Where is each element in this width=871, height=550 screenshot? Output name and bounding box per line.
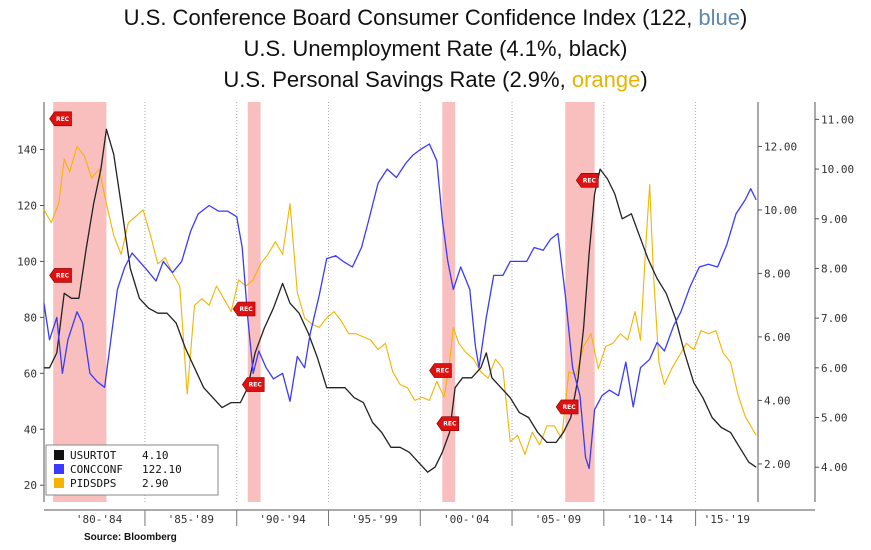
right-tick-label-2: 6.00 (821, 362, 848, 375)
title-line-3: U.S. Personal Savings Rate (2.9%, orange… (0, 64, 871, 95)
chart-title: U.S. Conference Board Consumer Confidenc… (0, 2, 871, 95)
x-tick-label-0: '80-'84 (76, 513, 123, 526)
legend: USURTOT 4.10 CONCCONF 122.10 PIDSDPS 2.90 (45, 444, 219, 496)
rec-marker-3: REC (232, 301, 256, 317)
rec-marker-shape-5 (429, 363, 452, 378)
savings-tick-label-0: 2.00 (764, 458, 791, 471)
legend-name-pidsdps: PIDSDPS (70, 477, 116, 490)
right-tick-label-0: 4.00 (821, 461, 848, 474)
legend-box (45, 444, 219, 496)
rec-marker-shape-4 (241, 377, 265, 392)
legend-value-pidsdps: 2.90 (142, 477, 169, 490)
rec-marker-1: REC (49, 111, 72, 127)
rec-marker-shape-2 (49, 268, 72, 283)
right-tick-label-6: 10.00 (821, 163, 854, 176)
left-tick-label-3: 80 (24, 311, 37, 324)
recession-gridlines (144, 102, 697, 502)
title-line-1-prefix: U.S. Conference Board Consumer Confidenc… (123, 5, 699, 30)
rec-marker-8: REC (575, 173, 599, 188)
recession-band-1 (53, 102, 107, 502)
recession-markers: REC REC REC REC REC REC REC REC (49, 111, 599, 431)
rec-marker-shape-7 (555, 399, 579, 415)
x-tick-label-2: '90-'94 (259, 513, 306, 526)
title-line-1-highlight: blue (698, 5, 741, 30)
rec-marker-6: REC (436, 416, 460, 431)
legend-name-concconf: CONCCONF (70, 463, 123, 476)
left-tick-label-0: 20 (24, 479, 37, 492)
right-tick-label-5: 9.00 (821, 213, 848, 226)
x-tick-label-7: '15-'19 (704, 513, 750, 526)
x-tick-label-5: '05-'09 (535, 513, 581, 526)
left-tick-label-6: 140 (17, 144, 37, 157)
title-line-2: U.S. Unemployment Rate (4.1%, black) (243, 36, 628, 61)
title-line-3-highlight: orange (571, 67, 641, 92)
recession-bands (53, 102, 595, 502)
right-tick-label-1: 5.00 (821, 412, 848, 425)
title-line-3-suffix: ) (640, 67, 648, 92)
rec-marker-label-6: REC (443, 421, 457, 428)
rec-marker-label-1: REC (56, 116, 70, 123)
series-line-pidsdps (43, 145, 757, 455)
source-note: Source: Bloomberg (84, 532, 177, 543)
right-tick-label-3: 7.00 (821, 312, 848, 325)
title-line-1-suffix: ) (740, 5, 748, 30)
rec-marker-label-7: REC (563, 404, 577, 411)
title-line-1: U.S. Conference Board Consumer Confidenc… (0, 2, 871, 33)
rec-marker-label-5: REC (436, 368, 450, 375)
rec-marker-label-4: REC (249, 382, 263, 389)
series-line-concconf (43, 143, 757, 470)
savings-tick-label-4: 10.00 (764, 204, 797, 217)
rec-marker-label-2: REC (56, 272, 70, 279)
legend-value-usurtot: 4.10 (142, 449, 169, 462)
axes: 20 40 60 80 100 120 140 2.00 4.00 6.00 8.00 10.00 12… (17, 102, 854, 526)
rec-marker-label-3: REC (240, 306, 254, 313)
rec-marker-7: REC (555, 399, 579, 415)
chart-area: 20 40 60 80 100 120 140 2.00 4.00 6.00 8.00 10.00 12… (17, 102, 854, 526)
right-tick-label-4: 8.00 (821, 262, 848, 275)
legend-name-usurtot: USURTOT (70, 449, 117, 462)
x-tick-label-3: '95-'99 (351, 513, 397, 526)
savings-tick-label-1: 4.00 (764, 394, 791, 407)
rec-marker-shape-6 (436, 416, 460, 431)
left-tick-label-1: 40 (24, 423, 37, 436)
left-tick-label-4: 100 (17, 255, 37, 268)
rec-marker-label-8: REC (583, 177, 597, 184)
rec-marker-shape-3 (232, 301, 256, 317)
legend-swatch-pidsdps (54, 478, 64, 488)
rec-marker-shape-8 (575, 173, 599, 188)
savings-tick-label-2: 6.00 (764, 331, 791, 344)
x-tick-label-4: '00-'04 (443, 513, 490, 526)
series-lines (43, 128, 757, 473)
left-tick-label-5: 120 (17, 199, 37, 212)
rec-marker-4: REC (241, 377, 265, 392)
series-line-usurtot (44, 128, 757, 473)
savings-tick-label-5: 12.00 (764, 140, 797, 153)
legend-swatch-usurtot (54, 450, 64, 460)
x-tick-label-6: '10-'14 (627, 513, 674, 526)
recession-band-4 (565, 102, 595, 502)
recession-band-3 (442, 102, 456, 502)
legend-swatch-concconf (54, 464, 64, 474)
legend-value-concconf: 122.10 (142, 463, 182, 476)
x-tick-label-1: '85-'89 (168, 513, 214, 526)
title-line-3-prefix: U.S. Personal Savings Rate (2.9%, (223, 67, 572, 92)
rec-marker-shape-1 (49, 111, 72, 127)
rec-marker-2: REC (49, 268, 72, 283)
savings-tick-label-3: 8.00 (764, 267, 791, 280)
rec-marker-5: REC (429, 363, 452, 378)
right-tick-label-7: 11.00 (821, 113, 854, 126)
left-tick-label-2: 60 (24, 367, 37, 380)
